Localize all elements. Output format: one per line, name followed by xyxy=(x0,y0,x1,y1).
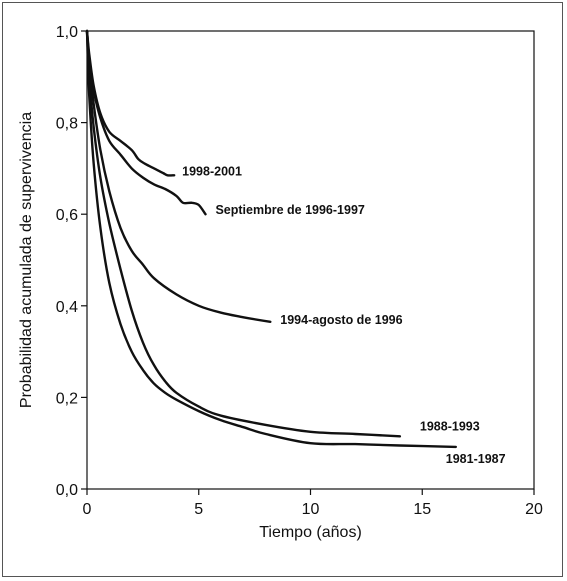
y-tick-label: 0,6 xyxy=(56,207,78,224)
axis-ticks: 0 5 10 15 20 0,0 0,2 0,4 0,6 0,8 1,0 xyxy=(56,24,543,518)
survival-chart: 0 5 10 15 20 0,0 0,2 0,4 0,6 0,8 1,0 1998-2001 Sept… xyxy=(18,24,543,541)
series-label-3: 1988-1993 xyxy=(420,419,480,433)
y-tick-label: 0,8 xyxy=(56,116,78,133)
series-labels: 1998-2001 Septiembre de 1996-1997 1994-ago… xyxy=(182,164,505,466)
x-tick-label: 5 xyxy=(194,501,203,518)
series-label-4: 1981-1987 xyxy=(446,452,506,466)
series-line-1 xyxy=(85,29,207,216)
series-label-0: 1998-2001 xyxy=(182,164,242,178)
x-tick-label: 15 xyxy=(413,501,431,518)
series-line-4 xyxy=(85,29,457,449)
chart-figure: 0 5 10 15 20 0,0 0,2 0,4 0,6 0,8 1,0 1998-2001 Sept… xyxy=(2,2,563,577)
series-label-1: Septiembre de 1996-1997 xyxy=(215,203,364,217)
x-axis-title: Tiempo (años) xyxy=(259,524,362,541)
series-line-2 xyxy=(85,29,272,323)
x-tick-label: 10 xyxy=(302,501,320,518)
y-tick-label: 0,4 xyxy=(56,299,78,316)
series-label-2: 1994-agosto de 1996 xyxy=(280,313,402,327)
x-tick-label: 0 xyxy=(83,501,92,518)
x-tick-label: 20 xyxy=(525,501,543,518)
y-axis-title: Probabilidad acumulada de supervivencia xyxy=(18,112,35,408)
y-tick-label: 1,0 xyxy=(56,24,78,41)
series-line-3 xyxy=(85,29,402,438)
y-tick-label: 0,0 xyxy=(56,482,78,499)
series-lines xyxy=(85,29,457,449)
y-tick-label: 0,2 xyxy=(56,390,78,407)
